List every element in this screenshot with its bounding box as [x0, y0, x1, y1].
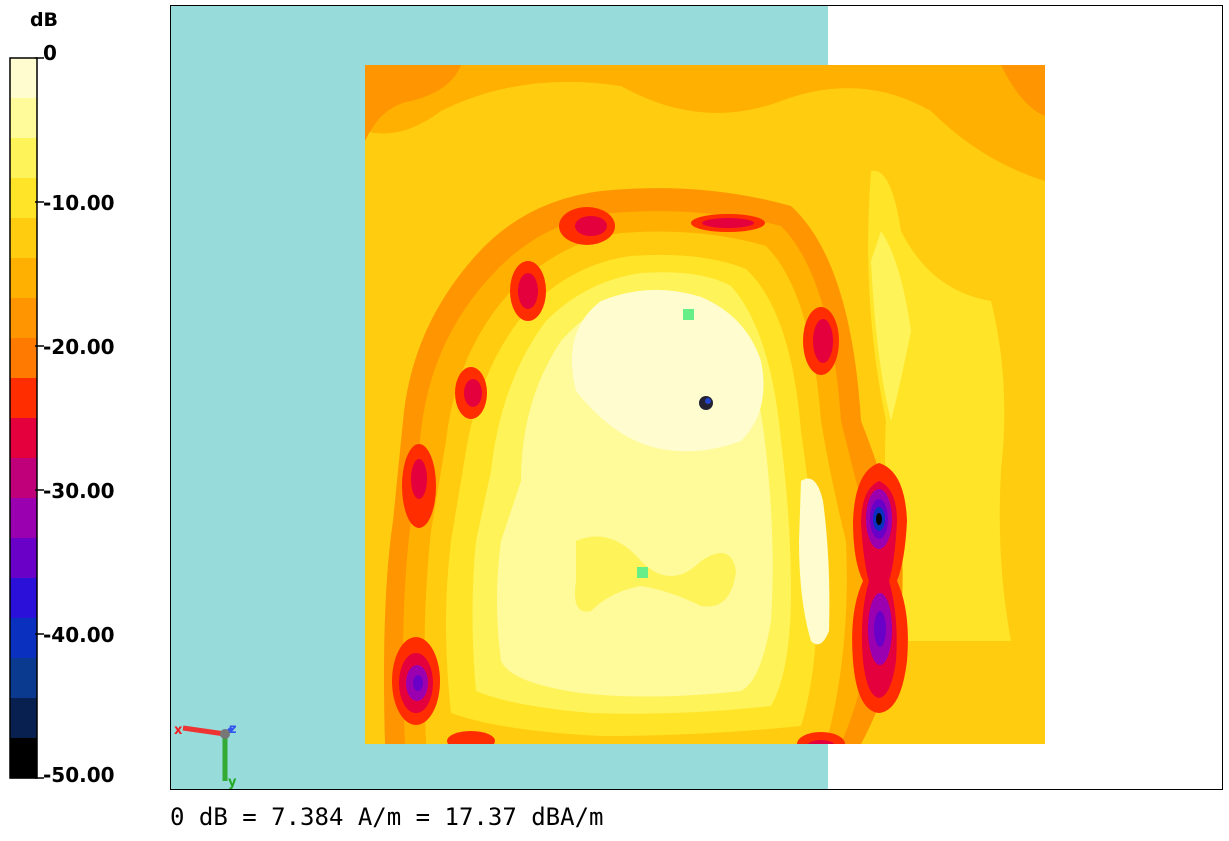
- colorbar-band: [10, 178, 37, 219]
- colorbar-bands: [9, 57, 38, 779]
- axes-triad: x z y: [174, 722, 237, 790]
- normalization-caption: 0 dB = 7.384 A/m = 17.37 dBA/m: [170, 803, 604, 831]
- colorbar-band: [10, 418, 37, 459]
- colorbar-ticks: 0 -10.00 -20.00 -30.00 -40.00 -50.00: [35, 41, 115, 787]
- colorbar-tick-label: -10.00: [43, 191, 115, 215]
- field-distribution: [365, 65, 1045, 744]
- colorbar-band: [10, 258, 37, 299]
- colorbar-band: [10, 218, 37, 259]
- colorbar-band: [10, 618, 37, 659]
- field-plot: x z y: [170, 5, 1223, 790]
- colorbar-tick-label: -30.00: [43, 479, 115, 503]
- contour-lower-band: [575, 536, 736, 612]
- colorbar-band: [10, 658, 37, 699]
- probe-marker-top: [683, 309, 694, 320]
- colorbar-band: [10, 338, 37, 379]
- colorbar-legend: dB 0 -10.00 -20.00 -30.00 -40.00 -50.00: [9, 9, 115, 787]
- colorbar-band: [10, 298, 37, 339]
- colorbar-tick-label: -40.00: [43, 623, 115, 647]
- colorbar-band: [10, 738, 37, 779]
- probe-marker-bottom: [637, 567, 648, 578]
- colorbar-tick-label: 0: [43, 41, 57, 65]
- colorbar-band: [10, 498, 37, 539]
- colorbar-band: [10, 98, 37, 139]
- colorbar-band: [10, 578, 37, 619]
- colorbar-band: [10, 58, 37, 99]
- colorbar-band: [10, 538, 37, 579]
- axis-z-label: z: [229, 722, 237, 737]
- colorbar-band: [10, 378, 37, 419]
- axis-x-label: x: [174, 723, 183, 738]
- colorbar-tick-label: -50.00: [43, 763, 115, 787]
- axis-y-label: y: [228, 775, 237, 790]
- colorbar-band: [10, 138, 37, 179]
- colorbar-unit-label: dB: [30, 9, 58, 31]
- colorbar-tick-label: -20.00: [43, 335, 115, 359]
- colorbar-band: [10, 458, 37, 499]
- colorbar-band: [10, 698, 37, 739]
- colorbar-frame: [9, 57, 38, 779]
